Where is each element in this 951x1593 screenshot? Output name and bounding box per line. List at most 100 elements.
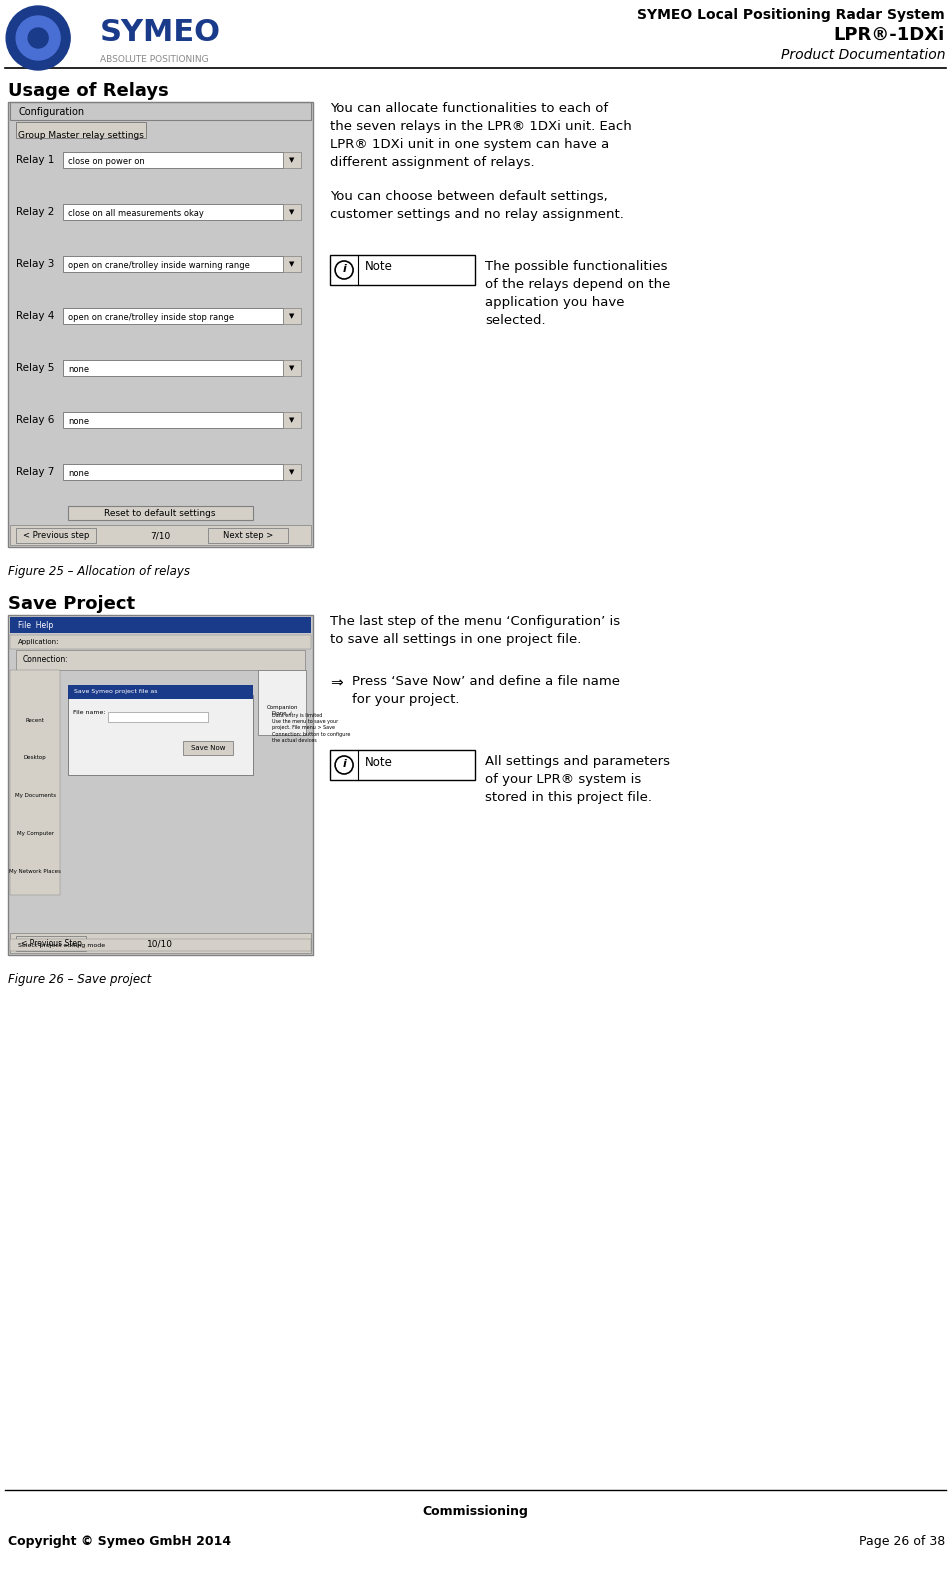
Text: Save Symeo project file as: Save Symeo project file as [74,690,158,695]
Text: My Computer: My Computer [17,832,53,836]
Bar [63,256,283,272]
Text: Relay 7: Relay 7 [16,467,54,476]
Text: You can allocate functionalities to each of
the seven relays in the LPR® 1DXi un: You can allocate functionalities to each… [330,102,631,169]
Text: Reset to default settings: Reset to default settings [105,508,216,518]
Text: Relay 4: Relay 4 [16,311,54,322]
Bar [10,933,311,953]
Text: Save Project: Save Project [9,596,135,613]
Bar [63,307,283,323]
Text: open on crane/trolley inside warning range: open on crane/trolley inside warning ran… [68,261,250,269]
Bar [16,527,96,543]
Text: < Previous Step: < Previous Step [21,940,82,948]
Bar [63,413,283,429]
Bar [16,937,87,951]
Text: Figure 25 – Allocation of relays: Figure 25 – Allocation of relays [9,566,190,578]
Text: open on crane/trolley inside stop range: open on crane/trolley inside stop range [68,312,234,322]
Bar [63,204,283,220]
Text: The last step of the menu ‘Configuration’ is
to save all settings in one project: The last step of the menu ‘Configuration… [330,615,620,647]
Text: Copyright © Symeo GmbH 2014: Copyright © Symeo GmbH 2014 [9,1536,231,1548]
Text: Usage of Relays: Usage of Relays [9,81,169,100]
Text: Press ‘Save Now’ and define a file name
for your project.: Press ‘Save Now’ and define a file name … [352,675,620,706]
Text: ▼: ▼ [289,417,295,424]
Bar [283,204,301,220]
Text: Product Documentation: Product Documentation [781,48,945,62]
Text: All settings and parameters
of your LPR® system is
stored in this project file.: All settings and parameters of your LPR®… [485,755,670,804]
Text: ABSOLUTE POSITIONING: ABSOLUTE POSITIONING [100,56,209,64]
Text: Application:: Application: [18,639,60,645]
Bar [10,938,311,951]
Bar [283,307,301,323]
Bar [283,256,301,272]
Bar [16,123,146,139]
Text: SYMEO Local Positioning Radar System: SYMEO Local Positioning Radar System [637,8,945,22]
Text: ⇒: ⇒ [330,675,343,690]
Text: none: none [68,365,89,373]
Bar [68,695,253,776]
Text: Note: Note [365,755,393,768]
Text: close on all measurements okay: close on all measurements okay [68,209,204,218]
Text: ▼: ▼ [289,365,295,371]
Bar [184,741,233,755]
Text: Relay 1: Relay 1 [16,155,54,166]
Text: Group Master relay settings: Group Master relay settings [18,131,145,140]
Bar [330,255,476,285]
Text: My Documents: My Documents [14,793,56,798]
Text: You can choose between default settings,
customer settings and no relay assignme: You can choose between default settings,… [330,190,624,221]
Bar [208,527,288,543]
Bar [10,616,311,632]
Text: File name:: File name: [73,710,106,715]
Bar [10,526,311,545]
Bar [63,151,283,167]
Bar [10,671,60,895]
Bar [63,464,283,479]
Text: Save Now: Save Now [191,746,225,750]
Text: Recent: Recent [26,717,45,723]
Text: 10/10: 10/10 [147,940,173,948]
Text: Relay 2: Relay 2 [16,207,54,217]
Text: ▼: ▼ [289,209,295,215]
Text: File  Help: File Help [18,621,53,629]
Text: 7/10: 7/10 [150,532,170,540]
Text: SYMEO: SYMEO [100,18,222,48]
Bar [330,750,476,781]
Circle shape [29,29,49,48]
Text: i: i [342,264,346,274]
Bar [9,102,313,546]
Bar [283,151,301,167]
Text: Companion
Done ✓: Companion Done ✓ [266,706,298,715]
Bar [108,712,208,722]
Text: Figure 26 – Save project: Figure 26 – Save project [9,973,151,986]
Text: My Network Places: My Network Places [10,870,61,875]
Bar [16,650,305,671]
Text: ▼: ▼ [289,261,295,268]
Text: Page 26 of 38: Page 26 of 38 [859,1536,945,1548]
Bar [283,360,301,376]
Bar [68,507,253,519]
Bar [10,636,311,648]
Text: ▼: ▼ [289,312,295,319]
Bar [10,102,311,119]
Text: < Previous step: < Previous step [23,532,89,540]
Text: LPR®-1DXi: LPR®-1DXi [834,25,945,45]
Text: Commissioning: Commissioning [422,1505,528,1518]
Circle shape [16,16,60,61]
Text: Next step >: Next step > [223,532,273,540]
Text: Relay 6: Relay 6 [16,416,54,425]
Text: Desktop: Desktop [24,755,47,760]
Bar [258,671,306,734]
Text: none: none [68,468,89,478]
Bar [9,615,313,954]
Bar [68,685,253,699]
Text: Connection:: Connection: [22,655,68,664]
Bar [283,413,301,429]
Text: Configuration: Configuration [18,107,85,116]
Text: Relay 3: Relay 3 [16,260,54,269]
Text: none: none [68,416,89,425]
Text: ▼: ▼ [289,468,295,475]
Text: Note: Note [365,261,393,274]
Text: Relay 5: Relay 5 [16,363,54,373]
Text: The possible functionalities
of the relays depend on the
application you have
se: The possible functionalities of the rela… [485,260,670,327]
Bar [283,464,301,479]
Text: ▼: ▼ [289,158,295,162]
Bar [63,360,283,376]
